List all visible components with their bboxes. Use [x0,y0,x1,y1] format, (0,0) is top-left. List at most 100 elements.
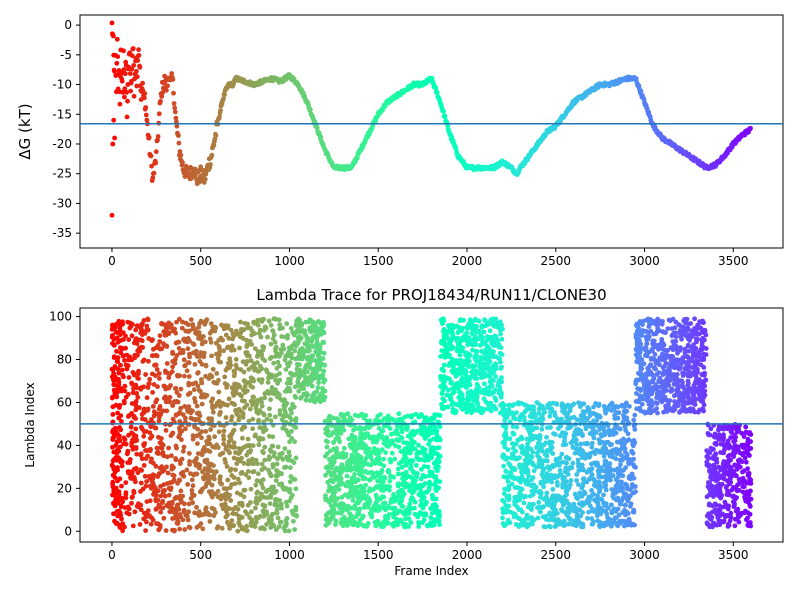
data-point [174,444,179,449]
data-point [386,521,391,526]
data-point [317,360,322,365]
data-point [271,329,276,334]
data-point [145,448,150,453]
data-point [172,101,177,106]
data-point [277,326,282,331]
data-point [114,61,119,66]
data-point [146,359,151,364]
data-point [139,468,144,473]
data-point [291,519,296,524]
data-point [174,320,179,325]
data-point [396,411,401,416]
data-point [227,439,232,444]
data-point [210,396,215,401]
data-point [500,352,505,357]
data-point [469,403,474,408]
data-point [199,521,204,526]
data-point [231,524,236,529]
data-point [170,364,175,369]
data-point [345,411,350,416]
data-point [209,354,214,359]
data-point [154,397,159,402]
data-point [164,88,169,93]
data-point [136,376,141,381]
data-point [196,451,201,456]
data-point [414,451,419,456]
data-point [419,412,424,417]
data-point [265,335,270,340]
data-point [297,362,302,367]
data-point [170,350,175,355]
data-point [267,406,272,411]
data-point [303,349,308,354]
data-point [227,356,232,361]
data-point [219,482,224,487]
data-point [441,406,446,411]
data-point [435,519,440,524]
data-point [396,482,401,487]
data-point [413,483,418,488]
data-point [378,461,383,466]
data-point [138,503,143,508]
data-point [474,349,479,354]
data-point [193,362,198,367]
data-point [186,518,191,523]
data-point [348,422,353,427]
data-point [374,451,379,456]
data-point [210,506,215,511]
data-point [158,99,163,104]
data-point [284,500,289,505]
data-point [388,457,393,462]
data-point [214,443,219,448]
data-point [403,516,408,521]
data-point [294,486,299,491]
data-point [289,495,294,500]
data-point [426,465,431,470]
data-point [396,418,401,423]
scatter-points [110,316,754,533]
data-point [288,479,293,484]
data-point [484,400,489,405]
data-point [316,385,321,390]
data-point [409,497,414,502]
data-point [242,461,247,466]
data-point [231,393,236,398]
data-point [213,325,218,330]
data-point [474,318,479,323]
data-point [285,413,290,418]
data-point [133,427,138,432]
data-point [226,449,231,454]
data-point [384,436,389,441]
data-point [187,502,192,507]
data-point [489,367,494,372]
data-point [239,471,244,476]
data-point [485,363,490,368]
data-point [130,322,135,327]
data-point [490,378,495,383]
data-point [358,498,363,503]
data-point [450,369,455,374]
data-point [206,467,211,472]
data-point [311,344,316,349]
y-tick-label: 0 [64,18,72,32]
data-point [116,416,121,421]
data-point [143,331,148,336]
data-point [299,386,304,391]
data-point [418,503,423,508]
data-point [177,141,182,146]
data-point [478,363,483,368]
data-point [258,364,263,369]
data-point [173,510,178,515]
data-point [163,394,168,399]
data-point [323,378,328,383]
data-point [232,402,237,407]
data-point [155,384,160,389]
data-point [146,317,151,322]
data-point [156,527,161,532]
data-point [240,436,245,441]
data-point [118,322,123,327]
data-point [194,463,199,468]
data-point [374,440,379,445]
data-point [200,342,205,347]
data-point [458,404,463,409]
